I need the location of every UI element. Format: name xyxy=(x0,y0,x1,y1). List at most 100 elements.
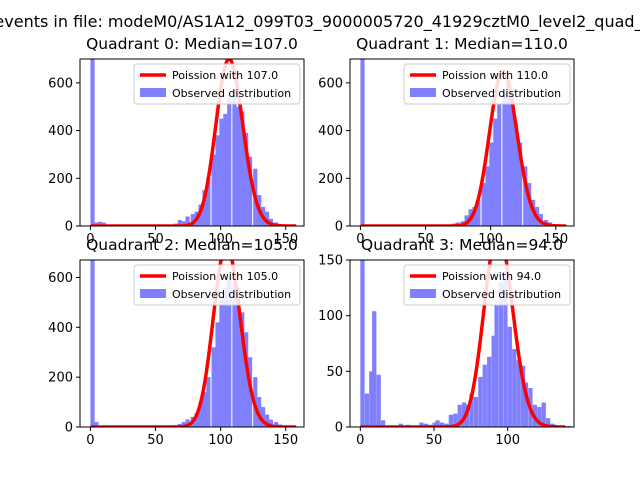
x-tick-label: 0 xyxy=(356,232,364,247)
y-tick-label: 600 xyxy=(48,271,73,286)
legend-hist-label: Observed distribution xyxy=(442,87,561,100)
panel-title: Quadrant 2: Median=105.0 xyxy=(86,236,298,254)
histogram-bar xyxy=(244,332,249,427)
histogram-bar xyxy=(491,335,496,427)
histogram-bar xyxy=(177,220,182,226)
legend-line-label: Poission with 94.0 xyxy=(442,270,541,283)
histogram-bar xyxy=(202,392,207,427)
histogram-bar xyxy=(493,118,498,226)
histogram-bar xyxy=(439,422,445,427)
histogram-bar xyxy=(236,287,241,427)
histogram-bar xyxy=(244,132,249,226)
histogram-bar xyxy=(90,260,95,427)
x-tick-label: 100 xyxy=(208,433,233,448)
histogram-bar xyxy=(185,419,190,427)
histogram-bar xyxy=(215,322,220,427)
histogram-bar xyxy=(185,216,190,226)
x-tick-label: 50 xyxy=(147,433,164,448)
histogram-bar xyxy=(372,311,377,427)
histogram-bar xyxy=(516,360,521,427)
histogram-bar xyxy=(502,92,507,226)
histogram-bar xyxy=(506,82,511,226)
y-tick-label: 600 xyxy=(48,76,73,91)
histogram-bar xyxy=(198,402,203,427)
panel-1-frame xyxy=(349,58,575,227)
poisson-curve xyxy=(359,69,567,226)
histogram-bar xyxy=(512,349,517,427)
legend-line-label: Poission with 107.0 xyxy=(172,69,278,82)
legend-hist-label: Observed distribution xyxy=(172,288,291,301)
histogram-bar xyxy=(236,106,241,226)
panel-2-frame xyxy=(79,259,305,428)
histogram-bar xyxy=(473,396,479,427)
x-tick-label: 0 xyxy=(86,232,94,247)
panel-title: Quadrant 3: Median=94.0 xyxy=(361,236,563,254)
histogram-bar xyxy=(510,97,515,226)
x-tick-label: 0 xyxy=(356,433,364,448)
histogram-bar xyxy=(274,422,279,427)
histogram-bar xyxy=(181,422,186,427)
histogram-bar xyxy=(453,413,458,427)
histogram-bar xyxy=(566,425,571,427)
histogram-bar xyxy=(514,123,519,226)
histogram-bar xyxy=(261,407,266,427)
y-tick-label: 100 xyxy=(318,309,343,324)
histogram-bar xyxy=(248,156,253,226)
histogram-bar xyxy=(219,118,224,226)
y-tick-label: 0 xyxy=(335,421,343,436)
histogram-bar xyxy=(497,104,502,226)
poisson-curve xyxy=(89,260,297,427)
y-tick-label: 400 xyxy=(48,124,73,139)
histogram-bar xyxy=(487,356,492,427)
panel-3-frame xyxy=(349,259,575,428)
x-tick-label: 100 xyxy=(495,433,520,448)
x-tick-label: 100 xyxy=(478,232,503,247)
histogram-bar xyxy=(190,214,195,226)
legend-line-label: Poission with 110.0 xyxy=(442,69,548,82)
x-tick-label: 150 xyxy=(273,433,298,448)
y-tick-label: 600 xyxy=(318,76,343,91)
x-tick-label: 50 xyxy=(147,232,164,247)
histogram-bar xyxy=(457,404,462,427)
y-tick-label: 0 xyxy=(65,220,73,235)
legend-hist-swatch xyxy=(410,88,436,97)
histogram-bar xyxy=(264,414,270,427)
histogram-bar xyxy=(268,419,274,427)
legend-hist-swatch xyxy=(410,289,436,298)
histogram-bar xyxy=(432,422,437,427)
histogram-bar xyxy=(489,142,494,226)
panel-title: Quadrant 1: Median=110.0 xyxy=(356,35,568,53)
histogram-bar xyxy=(520,365,526,427)
histogram-bar xyxy=(360,59,365,226)
histogram-bar xyxy=(376,374,381,427)
legend-box xyxy=(133,63,301,105)
histogram-bar xyxy=(98,221,103,226)
histogram-bar xyxy=(523,382,529,427)
histogram-bar xyxy=(523,166,528,226)
histogram-bar xyxy=(227,97,232,226)
histogram-bar xyxy=(219,297,224,427)
histogram-bar xyxy=(507,326,512,427)
histogram-bar xyxy=(435,420,440,427)
y-tick-label: 50 xyxy=(326,365,343,380)
x-tick-label: 50 xyxy=(417,232,434,247)
poisson-curve xyxy=(89,59,297,226)
y-tick-label: 0 xyxy=(335,220,343,235)
histogram-bar xyxy=(240,312,245,427)
histogram-bar xyxy=(518,142,523,226)
histogram-bar xyxy=(211,347,216,427)
histogram-bar xyxy=(482,364,487,427)
histogram-bar xyxy=(227,277,232,427)
histogram-bar xyxy=(211,154,216,226)
x-tick-label: 100 xyxy=(208,232,233,247)
histogram-bar xyxy=(485,166,490,226)
legend-hist-label: Observed distribution xyxy=(172,87,291,100)
y-tick-label: 400 xyxy=(318,124,343,139)
legend-hist-swatch xyxy=(140,289,166,298)
histogram-bar xyxy=(94,222,99,226)
x-tick-label: 0 xyxy=(86,433,94,448)
panel-3-plot-area xyxy=(360,260,571,427)
histogram-bar xyxy=(419,422,424,427)
histogram-bar xyxy=(469,393,474,427)
